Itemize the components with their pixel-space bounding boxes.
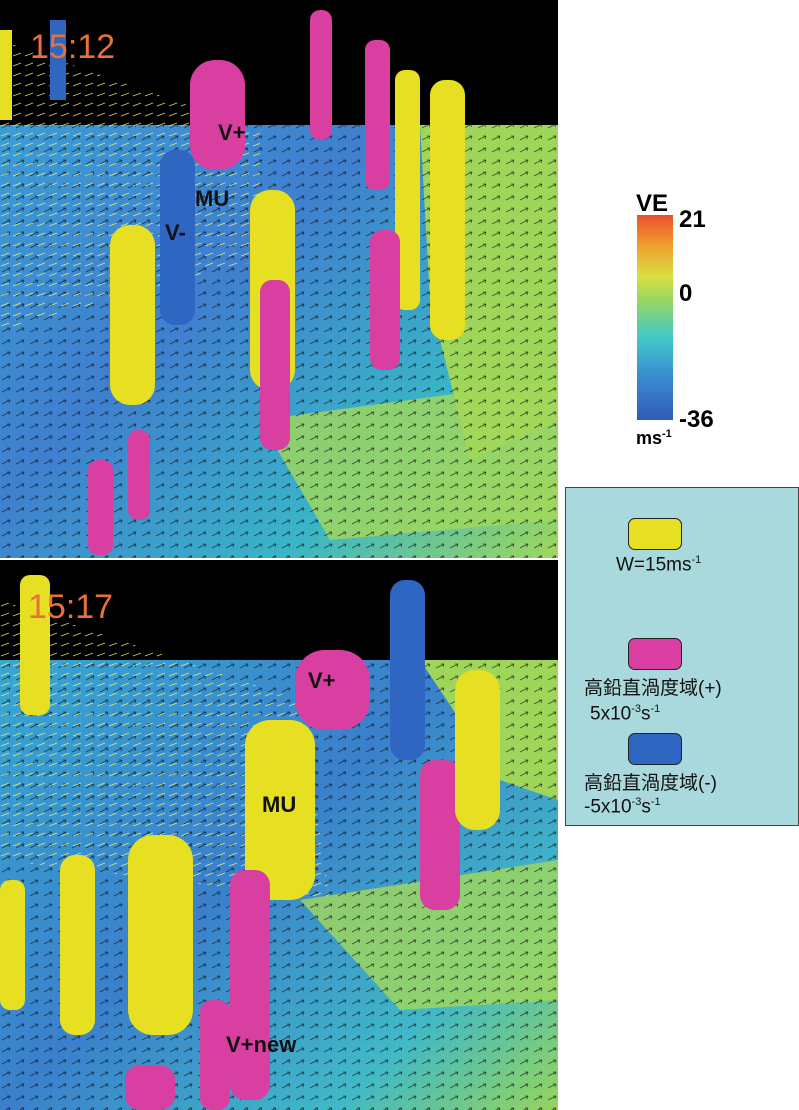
legend-swatch xyxy=(628,638,682,670)
colorbar-unit: ms-1 xyxy=(636,428,672,449)
legend: W=15ms-1 高鉛直渦度域(+) 5x10-3s-1 高鉛直渦度域(-) -… xyxy=(565,487,799,826)
colorbar-gradient xyxy=(637,215,673,420)
legend-swatch xyxy=(628,733,682,765)
legend-text: W=15ms xyxy=(616,554,692,575)
panels: 15:12 V+ MU V- 15:17 V+ MU V+new xyxy=(0,0,558,1110)
feature-label: V- xyxy=(165,220,186,245)
time-label: 15:12 xyxy=(30,28,115,66)
legend-sup: -1 xyxy=(692,554,702,566)
legend-swatch xyxy=(628,518,682,550)
feature-label: V+ xyxy=(308,668,336,693)
legend-text: -5x10 xyxy=(584,796,632,817)
legend-sup: -1 xyxy=(650,703,660,715)
legend-sup: -1 xyxy=(651,796,661,808)
legend-title: 高鉛直渦度域(-) xyxy=(584,768,717,795)
feature-label: V+ xyxy=(218,120,246,145)
colorbar-tick-label: -36 xyxy=(679,406,714,434)
feature-label: MU xyxy=(262,792,296,817)
page: {"panels": [ {"time": "15:12", "labels":… xyxy=(0,0,799,1110)
colorbar-tick-label: 0 xyxy=(679,280,692,308)
panel-bottom xyxy=(0,560,558,1110)
legend-value: -5x10-3s-1 xyxy=(584,796,661,818)
time-label: 15:17 xyxy=(28,588,113,626)
unit-sup: -1 xyxy=(662,428,672,440)
legend-sup: -3 xyxy=(632,796,642,808)
colorbar-title: VE xyxy=(636,190,668,218)
legend-text: s xyxy=(641,796,651,817)
feature-label: MU xyxy=(195,186,229,211)
panel-top xyxy=(0,0,558,558)
legend-value: 5x10-3s-1 xyxy=(590,703,660,725)
legend-value: W=15ms-1 xyxy=(616,554,701,576)
colorbar-tick-label: 21 xyxy=(679,206,706,234)
legend-title: 高鉛直渦度域(+) xyxy=(584,673,722,700)
unit-text: ms xyxy=(636,428,662,448)
feature-label: V+new xyxy=(226,1032,297,1057)
legend-sup: -3 xyxy=(631,703,641,715)
legend-text: 5x10 xyxy=(590,703,631,724)
